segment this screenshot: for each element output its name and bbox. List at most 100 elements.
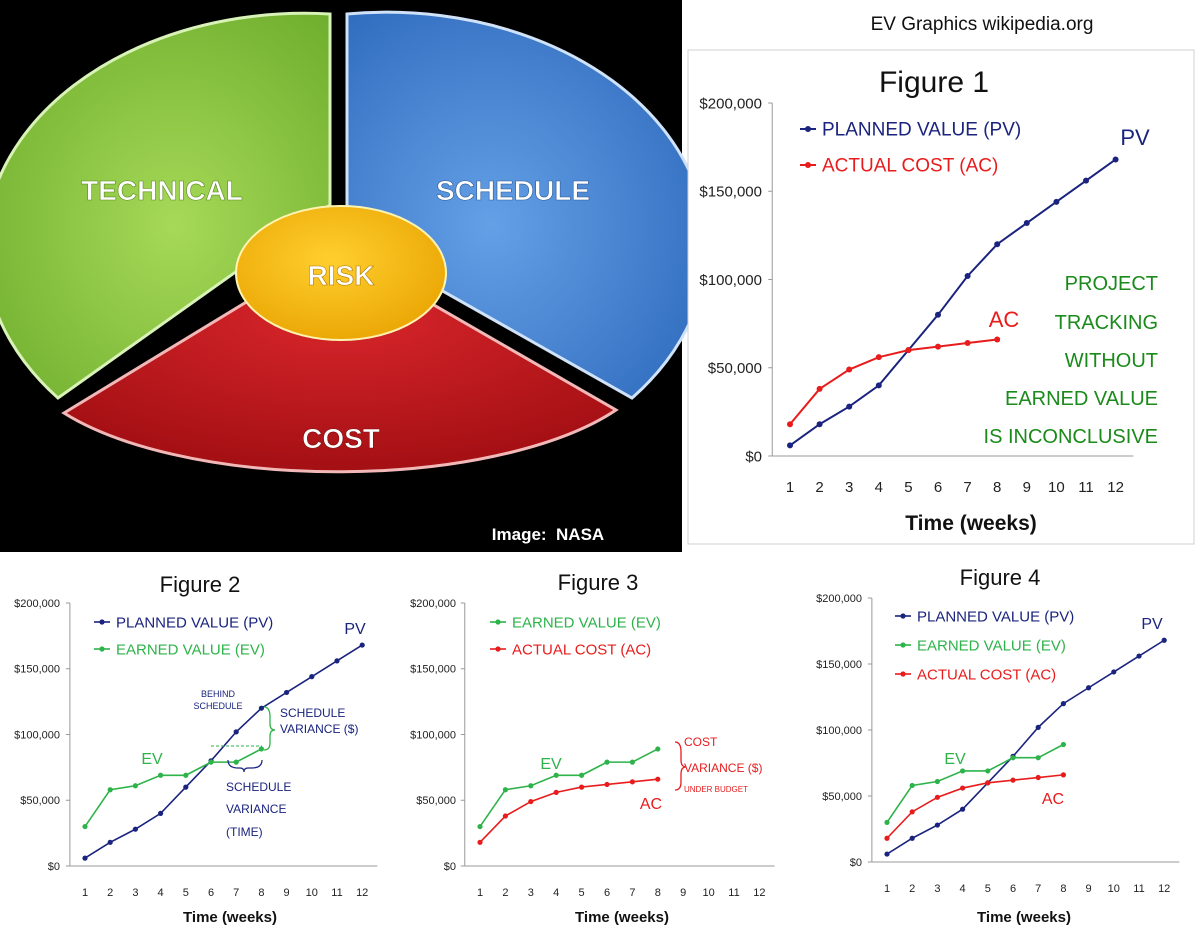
figure-1-x-tick-label: 8 xyxy=(993,479,1001,496)
figure-2-x-tick-label: 7 xyxy=(233,887,239,899)
figure-4-x-tick-label: 11 xyxy=(1133,883,1144,895)
figure-3-x-tick-label: 12 xyxy=(753,887,765,899)
figure-4-ac-point xyxy=(909,809,915,815)
figure-2-x-tick-label: 2 xyxy=(107,887,113,899)
figure-4-x-tick-label: 1 xyxy=(884,883,890,895)
figure-4-ev-line xyxy=(886,743,1064,823)
figure-2-sv-time-label: SCHEDULE xyxy=(226,780,291,794)
figure-2-behind-label: SCHEDULE xyxy=(193,701,242,711)
figure-2-pv-label: PV xyxy=(344,621,366,638)
figure-2-pv-point xyxy=(359,642,365,648)
figure-2-x-tick-label: 6 xyxy=(208,887,214,899)
figure-3-ev-point xyxy=(655,746,661,752)
figure-2-pv-point xyxy=(233,729,239,735)
figure-4-x-tick-label: 6 xyxy=(1010,883,1016,895)
figure-2-ev-point xyxy=(233,759,239,765)
figure-4-legend-ev-marker xyxy=(900,642,906,648)
figure-3-ac-line xyxy=(479,778,658,843)
figure-2-pv-point xyxy=(107,839,113,845)
figure-3-x-tick-label: 2 xyxy=(502,887,508,899)
figure-4-pv-point xyxy=(960,806,966,812)
figure-4-legend-ac-marker xyxy=(900,671,906,677)
figure-4-pv-point xyxy=(1086,685,1092,691)
figure-3-x-tick-label: 10 xyxy=(702,887,714,899)
figure-3-y-tick-label: $100,000 xyxy=(410,729,456,741)
figure-2-sv-time-label: (TIME) xyxy=(226,825,263,839)
figure-4-legend-ev-label: EARNED VALUE (EV) xyxy=(917,637,1066,654)
figure-4-y-tick-label: $200,000 xyxy=(816,593,862,605)
figure-4-ev-point xyxy=(985,768,991,774)
figure-3-ev-point xyxy=(477,823,483,830)
figure-1-ac-point xyxy=(935,343,941,350)
figure-2-legend-pv-marker xyxy=(99,619,105,625)
figure-2-pv-point xyxy=(309,674,315,680)
figure-3-ac-label: AC xyxy=(640,796,662,813)
figure-3-title: Figure 3 xyxy=(558,570,639,595)
figure-3-ev-point xyxy=(629,759,636,765)
figure-3-legend-ac-marker xyxy=(495,646,501,652)
figure-3-ac-point xyxy=(502,813,508,819)
figure-4-y-tick-label: $100,000 xyxy=(816,725,862,737)
figure-1-note-line: IS INCONCLUSIVE xyxy=(984,426,1158,448)
figure-4-y-tick-label: $150,000 xyxy=(816,659,862,671)
figure-4-ev-point xyxy=(1035,755,1041,761)
figure-3-x-tick-label: 1 xyxy=(477,887,483,899)
figure-2-x-tick-label: 8 xyxy=(258,887,264,899)
figure-1-x-tick-label: 5 xyxy=(904,479,912,496)
figure-1-ac-point xyxy=(846,366,853,373)
figure-1-x-tick-label: 1 xyxy=(786,479,794,496)
pie-label-technical: TECHNICAL xyxy=(81,175,243,206)
figure-1-ac-label: AC xyxy=(989,307,1020,332)
figure-2-pv-line xyxy=(84,644,363,859)
figure-1-legend-pv-label: PLANNED VALUE (PV) xyxy=(822,120,1021,141)
figure-2-sv-time-label: VARIANCE xyxy=(226,802,286,816)
figure-4-y-tick-label: $0 xyxy=(850,857,862,869)
figure-1-ac-point xyxy=(816,385,823,392)
figure-2-y-tick-label: $50,000 xyxy=(20,795,60,807)
figure-3-x-tick-label: 11 xyxy=(728,887,739,899)
figure-3-chart: Figure 3 Time (weeks) $0 $50,000 $100,000 $… xyxy=(410,570,775,926)
figure-2-pv-point xyxy=(132,826,138,832)
pie-label-cost: COST xyxy=(302,423,380,454)
figure-1-legend-ac-marker xyxy=(805,162,811,168)
figure-4-ac-point xyxy=(985,780,991,786)
figure-2-legend-ev-marker xyxy=(99,646,105,652)
figure-2-ev-point xyxy=(208,759,214,765)
figure-4-pv-point xyxy=(909,835,915,841)
figure-2-sv-time-brace xyxy=(227,759,263,773)
figure-3-ac-point xyxy=(655,776,661,782)
figure-2-x-tick-label: 5 xyxy=(183,887,189,899)
figure-4-legend-pv-label: PLANNED VALUE (PV) xyxy=(917,608,1074,625)
figure-2-title: Figure 2 xyxy=(160,572,241,597)
figure-4-ac-point xyxy=(934,794,941,800)
source-credit: EV Graphics wikipedia.org xyxy=(871,14,1094,35)
figure-4-x-tick-label: 12 xyxy=(1158,883,1170,895)
pie-label-risk: RISK xyxy=(308,260,375,291)
figure-4-xlabel: Time (weeks) xyxy=(977,909,1071,926)
figure-1-x-tick-label: 10 xyxy=(1048,479,1065,496)
figure-3-x-tick-label: 8 xyxy=(655,887,661,899)
figure-1-y-tick-label: $0 xyxy=(745,448,762,465)
figure-4-x-tick-label: 8 xyxy=(1060,883,1066,895)
figure-4-ev-point xyxy=(884,819,890,826)
figure-4-ac-label: AC xyxy=(1042,791,1064,808)
figure-3-ev-point xyxy=(553,772,559,778)
figure-3-xlabel: Time (weeks) xyxy=(575,909,669,926)
figure-3-ac-point xyxy=(579,784,585,790)
figure-4-ev-point xyxy=(960,768,966,774)
figure-2-x-tick-label: 3 xyxy=(132,887,138,899)
figure-1-ac-point xyxy=(994,336,1001,343)
figure-1-note-line: PROJECT xyxy=(1065,273,1158,295)
figure-2-pv-point xyxy=(183,784,189,790)
figure-4-x-tick-label: 10 xyxy=(1108,883,1120,895)
figure-2-ev-line xyxy=(84,748,262,828)
figure-2-ev-point xyxy=(258,746,264,752)
figure-1-pv-point xyxy=(935,311,941,318)
figure-4-legend-pv-marker xyxy=(900,613,906,619)
figure-1-pv-point xyxy=(1083,177,1089,184)
figure-4-ev-point xyxy=(1060,741,1066,748)
figure-1-ac-line xyxy=(789,338,998,425)
figure-2-behind-label: BEHIND xyxy=(201,689,236,699)
figure-2-x-tick-label: 10 xyxy=(306,887,318,899)
figure-3-ev-line xyxy=(479,748,659,828)
